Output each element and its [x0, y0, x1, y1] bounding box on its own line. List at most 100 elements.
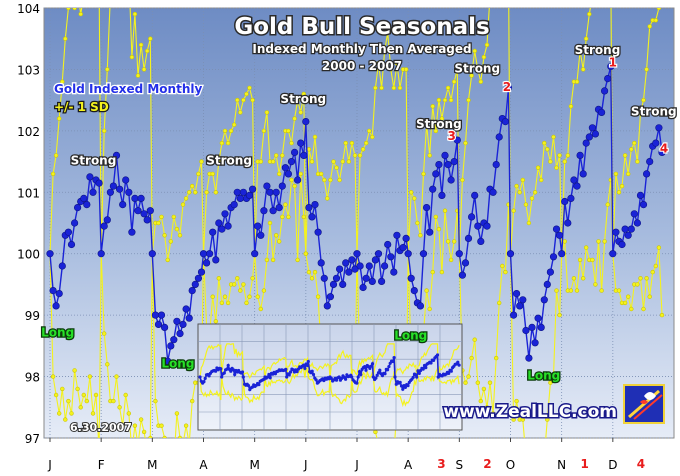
annotation-layer: Strong Strong Strong Strong Strong Strong Stro…	[40, 42, 678, 384]
x-tick-label: O	[506, 458, 515, 472]
sd-point	[306, 269, 312, 275]
mean-point	[621, 225, 629, 233]
inset-mean-point	[406, 384, 410, 388]
mean-point	[46, 250, 54, 258]
x-axis-rank-mark: 1	[581, 457, 589, 471]
sd-point	[580, 276, 586, 281]
inset-mean-point	[424, 366, 428, 370]
sd-point	[587, 11, 592, 17]
mean-point	[218, 225, 226, 233]
sd-point	[277, 239, 282, 244]
sd-point	[244, 91, 249, 97]
sd-point	[632, 140, 637, 146]
sd-point	[174, 226, 180, 232]
mean-point	[140, 210, 148, 218]
chart-title: Gold Bull Seasonals	[234, 14, 489, 40]
sd-point	[66, 8, 71, 11]
mean-point	[297, 139, 305, 147]
x-axis-rank-mark: 3	[437, 457, 445, 471]
sd-point	[622, 300, 628, 306]
mean-point	[371, 256, 380, 264]
inset-mean-point	[359, 372, 363, 377]
mean-point	[80, 194, 88, 202]
mean-point	[106, 188, 114, 196]
sd-point	[616, 288, 622, 293]
sd-point	[277, 171, 282, 177]
sd-point	[101, 128, 107, 134]
mean-point	[359, 283, 367, 292]
sd-point	[325, 196, 330, 201]
sd-point	[616, 190, 622, 195]
mean-point	[390, 268, 398, 276]
sd-point	[481, 386, 487, 392]
mean-point	[134, 207, 142, 215]
mean-point	[537, 323, 545, 332]
sd-point	[421, 171, 426, 177]
sd-point	[72, 8, 77, 11]
inset-mean-point	[285, 375, 289, 379]
inset-mean-point	[398, 380, 402, 384]
mean-point	[103, 216, 111, 224]
inset-mean-point	[310, 369, 314, 373]
sd-point	[135, 73, 141, 78]
mean-point	[573, 182, 581, 190]
mean-point	[170, 336, 178, 344]
inset-mean-point	[219, 367, 223, 371]
sd-point	[481, 54, 487, 60]
sd-point	[213, 319, 219, 324]
sd-point	[571, 276, 577, 281]
sd-point	[357, 153, 363, 158]
mean-point	[323, 302, 331, 310]
sd-point	[635, 282, 640, 287]
sd-point	[379, 85, 384, 91]
sd-point	[466, 374, 471, 379]
mean-point	[509, 311, 518, 319]
sd-point	[241, 282, 246, 287]
sd-point	[129, 54, 135, 60]
mean-point	[95, 179, 103, 187]
inset-mean-point	[457, 363, 461, 367]
sd-point	[439, 269, 445, 275]
sd-point	[270, 257, 276, 263]
sd-point	[225, 300, 231, 306]
sd-point	[554, 165, 559, 170]
mean-point	[83, 201, 91, 209]
sd-point	[165, 257, 170, 263]
mean-point	[570, 176, 578, 184]
inset-mean-point	[429, 361, 433, 365]
sd-point	[542, 140, 547, 146]
mean-point	[378, 277, 386, 286]
sd-point	[235, 276, 240, 281]
sd-point	[126, 411, 132, 416]
sd-point	[274, 233, 279, 238]
mean-point	[185, 314, 193, 322]
mean-point	[326, 293, 335, 301]
sd-point	[469, 73, 474, 78]
mean-point	[461, 259, 470, 267]
mean-point	[453, 136, 461, 144]
inset-mean-point	[246, 384, 251, 388]
inset-mean-point	[386, 368, 390, 372]
sd-point	[87, 374, 93, 379]
sd-point	[301, 91, 306, 97]
mean-point	[624, 231, 632, 239]
mean-point	[368, 277, 376, 286]
sd-point	[331, 159, 336, 164]
mean-point	[441, 151, 449, 159]
sd-point	[267, 220, 273, 226]
sd-point	[511, 208, 516, 213]
sd-point	[309, 276, 315, 281]
sd-point	[56, 411, 62, 416]
mean-point	[471, 191, 479, 199]
sd-point	[391, 85, 396, 91]
sd-point	[352, 153, 358, 158]
mean-point	[525, 354, 533, 362]
mean-point	[444, 161, 452, 169]
sd-point	[538, 177, 544, 183]
long-annotation: Long	[161, 356, 194, 370]
mean-point	[576, 151, 584, 159]
sd-point	[403, 67, 409, 72]
mean-point	[506, 250, 515, 258]
sd-point	[500, 263, 505, 269]
